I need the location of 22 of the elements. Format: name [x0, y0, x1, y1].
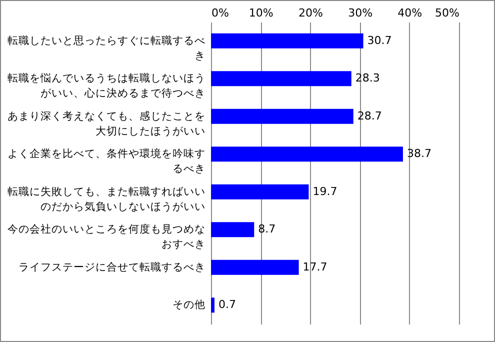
data-label: 28.3: [355, 72, 380, 85]
y-tick-label: 転職を悩んでいるうちは転職しないほうがいい、心に決めるまで待つべき: [8, 72, 206, 100]
x-tick-label: 20%: [298, 6, 323, 20]
y-tick-label: 今の会社のいいところを何度も見つめなおすべき: [8, 222, 206, 251]
data-label: 30.7: [367, 34, 392, 47]
data-label: 0.7: [218, 298, 236, 312]
y-tick-label: ライフステージに合せて転職するべき: [18, 260, 206, 274]
y-tick-label: 転職に失敗しても、また転職すればいいのだから気負いしないほうがいい: [8, 184, 206, 213]
x-tick-label: 0%: [212, 6, 229, 20]
data-label: 8.7: [258, 222, 276, 236]
data-label: 17.7: [302, 260, 328, 274]
data-label: 19.7: [312, 184, 338, 198]
data-label: 28.7: [357, 109, 382, 122]
data-label: 38.7: [406, 147, 432, 160]
x-tick-label: 50%: [435, 6, 460, 20]
x-tick-label: 30%: [348, 6, 373, 20]
x-tick-label: 40%: [398, 6, 422, 20]
y-tick-label: その他: [172, 299, 206, 312]
y-tick-label: あまり深く考えなくても、感じたことを大切にしたほうがいい: [8, 109, 206, 138]
x-tick-label: 10%: [248, 6, 274, 20]
y-tick-label: 転職したいと思ったらすぐに転職するべき: [8, 34, 206, 62]
y-tick-label: よく企業を比べて、条件や環境を吟味するべき: [8, 147, 206, 176]
